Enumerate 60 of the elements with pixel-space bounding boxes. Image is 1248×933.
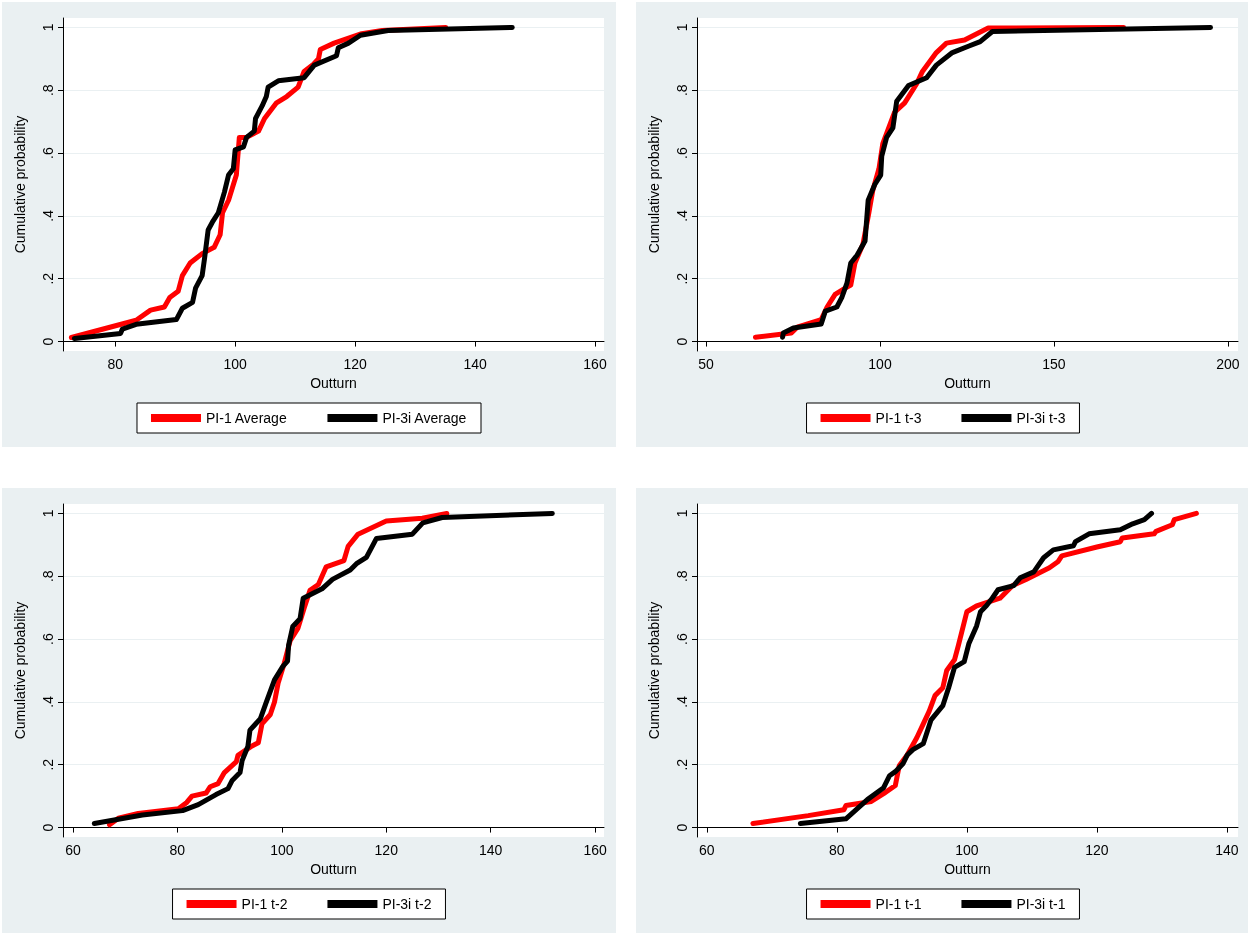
y-tick-label: .4 [674, 209, 690, 222]
x-tick-label: 100 [868, 356, 892, 372]
y-tick-label: .8 [674, 570, 690, 583]
y-tick-label: .6 [674, 147, 690, 159]
y-tick-label: 0 [40, 823, 56, 832]
x-tick-label: 160 [583, 842, 608, 858]
x-tick-label: 120 [1085, 842, 1109, 858]
x-tick-label: 60 [698, 842, 715, 858]
y-tick-label: 1 [674, 509, 690, 518]
y-tick-label: .8 [40, 570, 56, 583]
legend-label: PI-3i t-2 [382, 896, 432, 912]
legend-label: PI-1 t-3 [875, 410, 922, 426]
y-tick-label: .8 [40, 84, 56, 97]
x-tick-label: 100 [223, 356, 248, 372]
y-tick-label: 0 [40, 337, 56, 346]
y-tick-label: .6 [674, 633, 690, 645]
y-tick-label: .4 [40, 209, 56, 222]
y-tick-label: 0 [674, 823, 690, 832]
x-tick-label: 140 [479, 842, 503, 858]
y-tick-label: .4 [40, 695, 56, 708]
x-tick-label: 80 [829, 842, 845, 858]
x-tick-label: 120 [374, 842, 399, 858]
y-axis-title: Cumulative probability [646, 601, 662, 740]
y-tick-label: .8 [674, 84, 690, 97]
legend-label: PI-3i Average [382, 410, 467, 426]
y-tick-label: .2 [674, 758, 690, 771]
y-tick-label: .2 [40, 758, 56, 771]
x-axis-title: Outturn [944, 860, 991, 877]
y-axis-title: Cumulative probability [646, 115, 662, 254]
x-tick-label: 150 [1042, 356, 1066, 372]
legend-label: PI-3i t-1 [1016, 896, 1066, 912]
x-tick-label: 140 [463, 356, 487, 372]
x-axis-title: Outturn [310, 860, 357, 877]
y-axis-title: Cumulative probability [12, 601, 28, 740]
x-tick-label: 100 [955, 842, 979, 858]
x-tick-label: 80 [107, 356, 124, 372]
legend-label: PI-3i t-3 [1016, 410, 1066, 426]
x-tick-label: 60 [65, 842, 81, 858]
x-tick-label: 120 [343, 356, 367, 372]
y-tick-label: .2 [674, 272, 690, 285]
y-tick-label: .2 [40, 272, 56, 285]
y-tick-label: .4 [674, 695, 690, 708]
y-tick-label: .6 [40, 147, 56, 159]
x-tick-label: 160 [583, 356, 607, 372]
x-tick-label: 80 [169, 842, 186, 858]
x-tick-label: 140 [1215, 842, 1239, 858]
legend-label: PI-1 t-2 [241, 896, 288, 912]
y-axis-title: Cumulative probability [12, 115, 28, 254]
x-axis-title: Outturn [310, 374, 357, 391]
x-tick-label: 200 [1216, 356, 1240, 372]
y-tick-label: 1 [40, 23, 56, 32]
legend-label: PI-1 t-1 [875, 896, 922, 912]
x-tick-label: 50 [698, 356, 715, 372]
y-tick-label: 0 [674, 337, 690, 346]
y-tick-label: .6 [40, 633, 56, 645]
y-tick-label: 1 [674, 23, 690, 32]
legend-label: PI-1 Average [205, 410, 287, 426]
y-tick-label: 1 [40, 509, 56, 518]
x-tick-label: 100 [270, 842, 294, 858]
x-axis-title: Outturn [944, 374, 991, 391]
